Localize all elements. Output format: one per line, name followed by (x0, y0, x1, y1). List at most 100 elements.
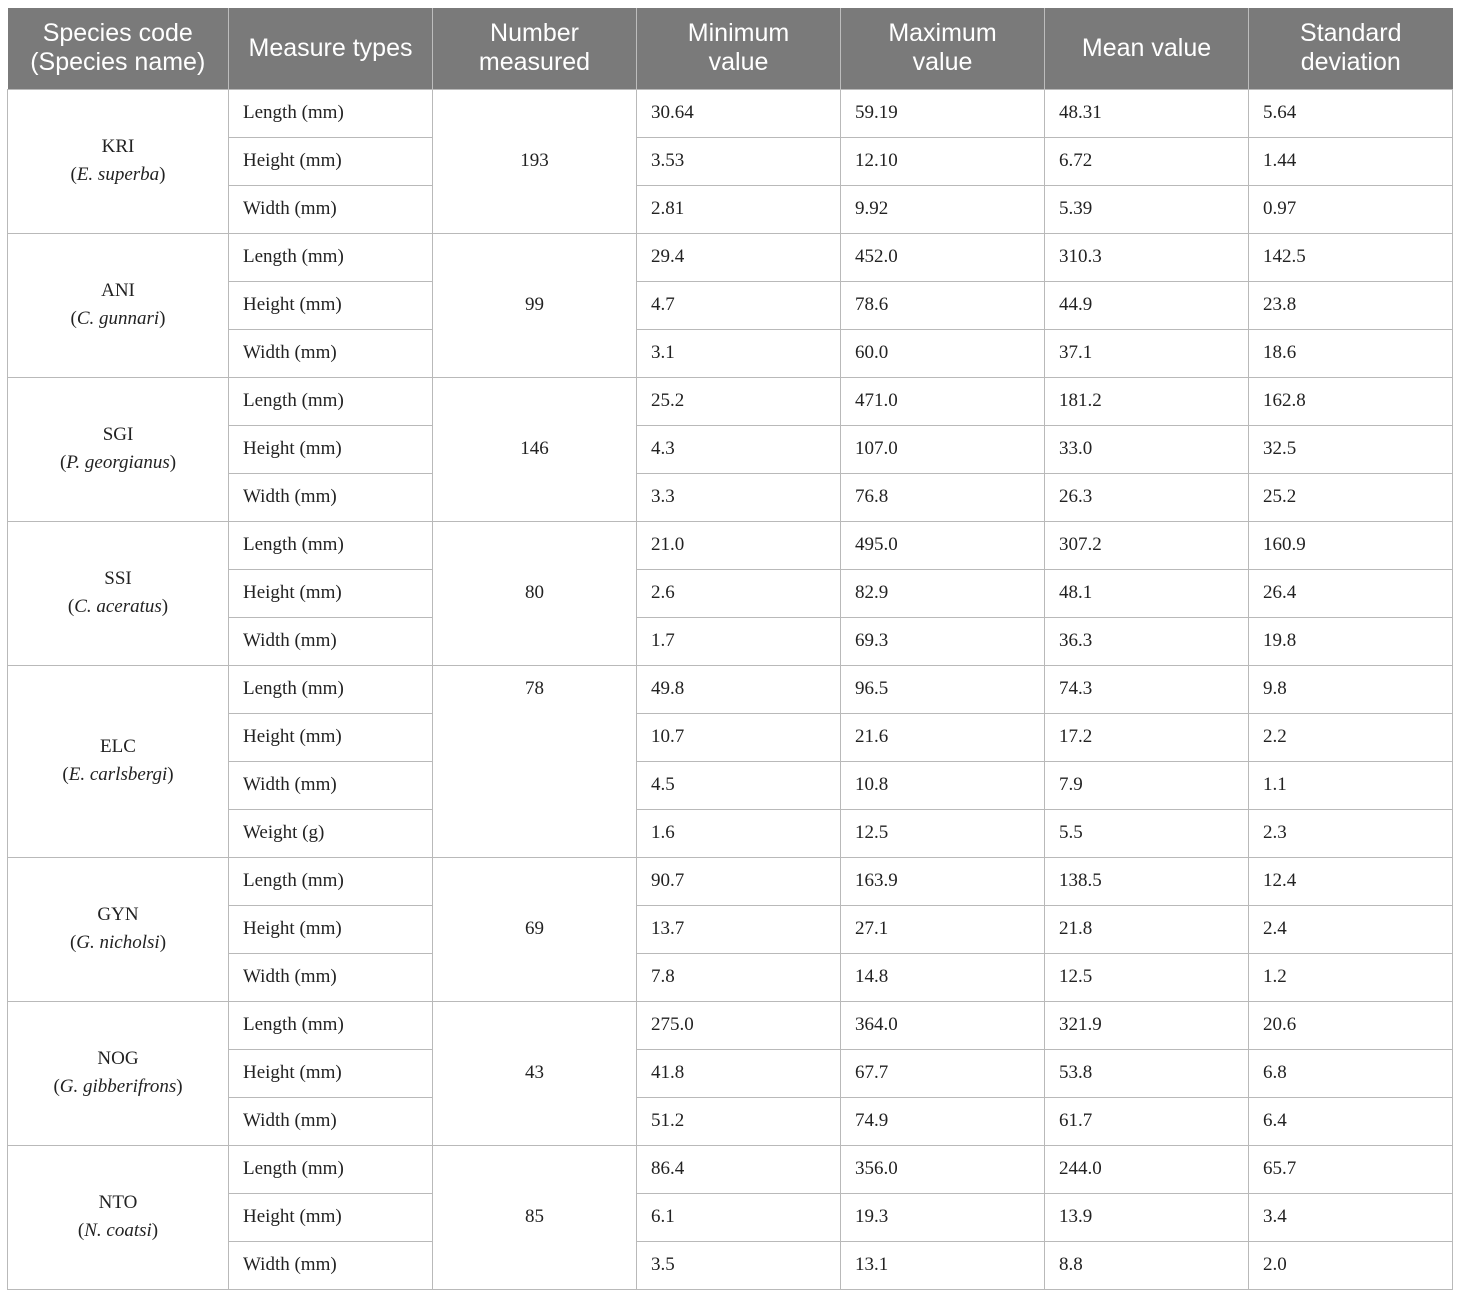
standard-deviation-cell: 5.64 (1248, 88, 1453, 138)
table-row: NOG (G. gibberifrons) Length (mm) 43 275.0 36… (7, 1000, 1453, 1146)
mean-value-cell: 7.9 (1044, 760, 1249, 810)
species-code: SGI (102, 424, 134, 445)
minimum-value-cell: 10.7 (636, 712, 841, 762)
measure-types-header: Measure types (228, 8, 433, 89)
standard-deviation-cell: 12.4 (1248, 856, 1453, 906)
species-name: (E. carlsbergi) (62, 764, 174, 785)
species-name: (C. aceratus) (67, 596, 169, 617)
species-code: NTO (98, 1192, 138, 1213)
species-code: KRI (101, 136, 135, 157)
table-body: KRI (E. superba) Length (mm) 193 30.64 59.19 4… (7, 88, 1453, 1290)
maximum-value-cell: 21.6 (840, 712, 1045, 762)
species-code: NOG (97, 1048, 139, 1069)
table-row: SSI (C. aceratus) Length (mm) 80 21.0 495.0 30… (7, 520, 1453, 666)
mean-value-cell: 13.9 (1044, 1192, 1249, 1242)
header-label-line: Measure types (248, 33, 413, 62)
table-row: Width (mm) 4.5 10.8 7.9 1.1 (8, 760, 1453, 810)
maximum-value-cell: 13.1 (840, 1240, 1045, 1290)
standard-deviation-cell: 6.4 (1248, 1096, 1453, 1146)
table-row: Height (mm) 4.7 78.6 44.9 23.8 (8, 280, 1453, 330)
mean-value-cell: 310.3 (1044, 232, 1249, 282)
minimum-value-cell: 6.1 (636, 1192, 841, 1242)
species-cell: GYN (G. nicholsi) (7, 856, 229, 1002)
table-row: Weight (g) 1.6 12.5 5.5 2.3 (8, 808, 1453, 858)
maximum-value-cell: 60.0 (840, 328, 1045, 378)
maximum-value-cell: 107.0 (840, 424, 1045, 474)
maximum-value-cell: 452.0 (840, 232, 1045, 282)
table-row: KRI (E. superba) Length (mm) 193 30.64 59.19 4… (7, 88, 1453, 234)
measure-type-cell: Length (mm) (228, 88, 433, 138)
species-scientific-name: G. gibberifrons (59, 1076, 177, 1097)
maximum-value-cell: 364.0 (840, 1000, 1045, 1050)
species-scientific-name: P. georgianus (66, 452, 170, 473)
standard-deviation-header: Standard deviation (1248, 8, 1453, 89)
table-row: Width (mm) 51.2 74.9 61.7 6.4 (8, 1096, 1453, 1146)
mean-value-cell: 61.7 (1044, 1096, 1249, 1146)
maximum-value-cell: 12.5 (840, 808, 1045, 858)
table-row: ELC (E. carlsbergi) Length (mm) 78 49.8 96.5 7… (7, 664, 1453, 858)
measure-type-cell: Width (mm) (228, 616, 433, 666)
mean-value-cell: 33.0 (1044, 424, 1249, 474)
maximum-value-cell: 69.3 (840, 616, 1045, 666)
standard-deviation-cell: 25.2 (1248, 472, 1453, 522)
species-cell: KRI (E. superba) (7, 88, 229, 234)
species-scientific-name: G. nicholsi (76, 932, 160, 953)
mean-value-header: Mean value (1044, 8, 1249, 89)
species-cell: NTO (N. coatsi) (7, 1144, 229, 1290)
measure-type-cell: Height (mm) (228, 136, 433, 186)
species-name: (C. gunnari) (70, 308, 166, 329)
table-row: Height (mm) 41.8 67.7 53.8 6.8 (8, 1048, 1453, 1098)
measure-type-cell: Length (mm) (228, 1144, 433, 1194)
maximum-value-cell: 471.0 (840, 376, 1045, 426)
measure-type-cell: Width (mm) (228, 952, 433, 1002)
table-row: Height (mm) 13.7 27.1 21.8 2.4 (8, 904, 1453, 954)
measure-type-cell: Width (mm) (228, 760, 433, 810)
number-measured-cell: 99 (432, 232, 637, 378)
minimum-value-cell: 3.53 (636, 136, 841, 186)
minimum-value-cell: 3.1 (636, 328, 841, 378)
measure-type-cell: Length (mm) (228, 520, 433, 570)
table-row: Width (mm) 3.5 13.1 8.8 2.0 (8, 1240, 1453, 1290)
standard-deviation-cell: 65.7 (1248, 1144, 1453, 1194)
mean-value-cell: 5.5 (1044, 808, 1249, 858)
header-label-line: Species code (42, 19, 193, 48)
minimum-value-cell: 90.7 (636, 856, 841, 906)
header-label-line: Maximum (888, 19, 997, 48)
standard-deviation-cell: 1.44 (1248, 136, 1453, 186)
species-scientific-name: E. carlsbergi (68, 764, 168, 785)
maximum-value-cell: 163.9 (840, 856, 1045, 906)
standard-deviation-cell: 26.4 (1248, 568, 1453, 618)
measure-type-cell: Height (mm) (228, 1048, 433, 1098)
table-row: Height (mm) 3.53 12.10 6.72 1.44 (8, 136, 1453, 186)
minimum-value-cell: 86.4 (636, 1144, 841, 1194)
maximum-value-cell: 10.8 (840, 760, 1045, 810)
standard-deviation-cell: 9.8 (1248, 664, 1453, 714)
measure-type-cell: Width (mm) (228, 184, 433, 234)
maximum-value-cell: 356.0 (840, 1144, 1045, 1194)
mean-value-cell: 181.2 (1044, 376, 1249, 426)
maximum-value-cell: 12.10 (840, 136, 1045, 186)
maximum-value-header: Maximum value (840, 8, 1045, 89)
maximum-value-cell: 19.3 (840, 1192, 1045, 1242)
number-measured-cell: 69 (432, 856, 637, 1002)
maximum-value-cell: 67.7 (840, 1048, 1045, 1098)
number-measured-cell: 85 (432, 1144, 637, 1290)
species-measurement-table: Species code (Species name) Measure types N… (7, 8, 1453, 1290)
standard-deviation-cell: 2.4 (1248, 904, 1453, 954)
standard-deviation-cell: 1.2 (1248, 952, 1453, 1002)
species-cell: SSI (C. aceratus) (7, 520, 229, 666)
standard-deviation-cell: 2.0 (1248, 1240, 1453, 1290)
number-measured-cell: 193 (432, 88, 637, 234)
mean-value-cell: 138.5 (1044, 856, 1249, 906)
header-label-line: Mean value (1081, 33, 1212, 62)
mean-value-cell: 12.5 (1044, 952, 1249, 1002)
table-row: ANI (C. gunnari) Length (mm) 99 29.4 452.0 310… (7, 232, 1453, 378)
minimum-value-cell: 3.3 (636, 472, 841, 522)
species-scientific-name: C. aceratus (74, 596, 162, 617)
species-name: (G. gibberifrons) (53, 1076, 183, 1097)
header-label-line: value (912, 48, 973, 77)
minimum-value-cell: 7.8 (636, 952, 841, 1002)
minimum-value-cell: 29.4 (636, 232, 841, 282)
number-measured-cell: 43 (432, 1000, 637, 1146)
measure-type-cell: Length (mm) (228, 232, 433, 282)
